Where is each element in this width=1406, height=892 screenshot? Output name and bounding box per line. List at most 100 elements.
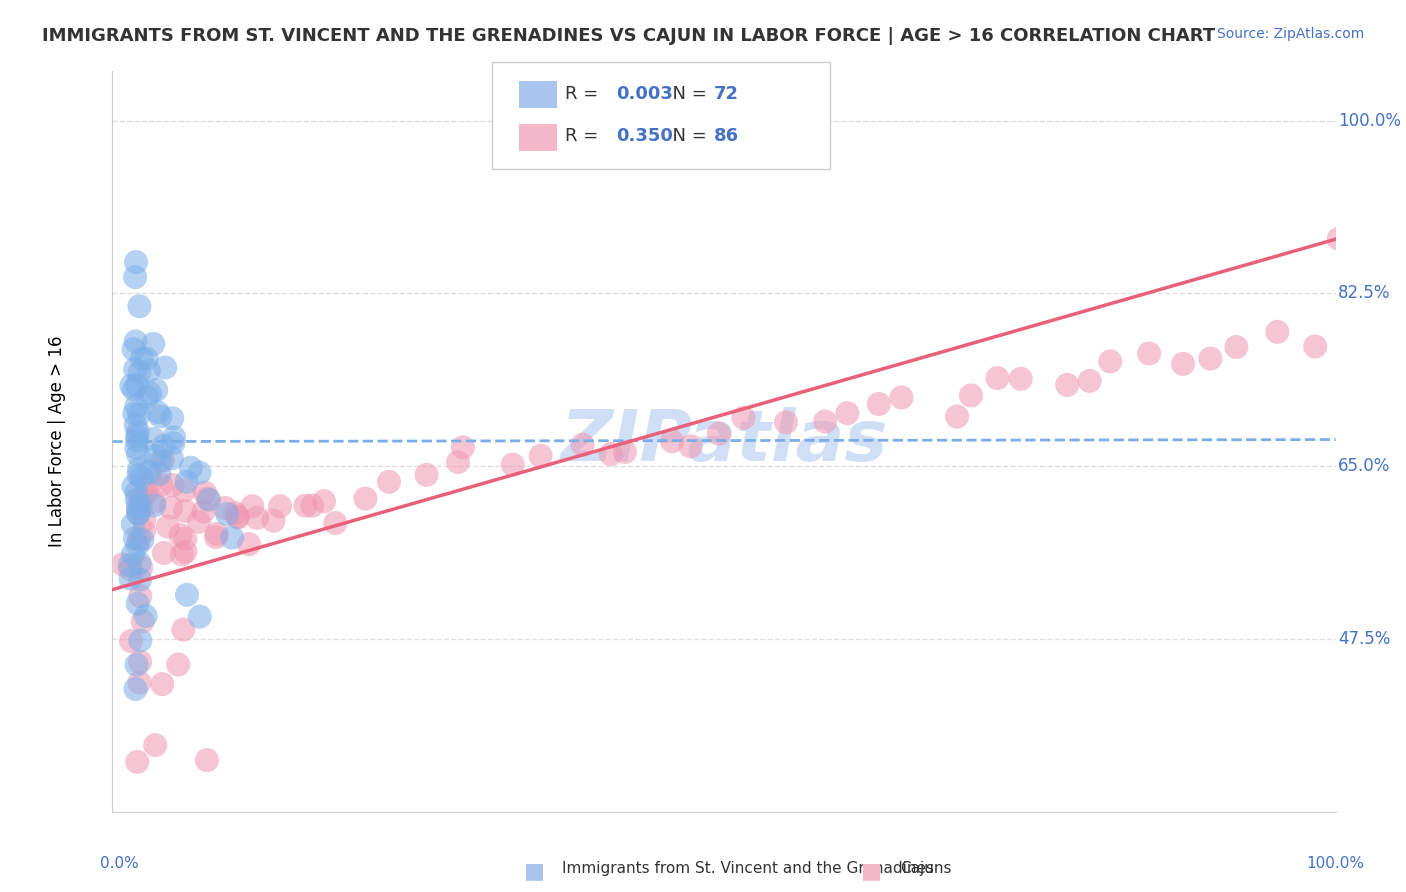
Point	[205, 530, 228, 544]
Point	[1056, 377, 1078, 392]
Point	[143, 449, 166, 463]
Point	[138, 465, 160, 479]
Point	[226, 509, 249, 524]
Point	[128, 533, 150, 547]
Point	[198, 492, 221, 507]
Point	[131, 560, 153, 574]
Point	[946, 409, 969, 424]
Point	[163, 430, 186, 444]
Point	[1303, 339, 1326, 353]
Point	[176, 475, 198, 489]
Point	[238, 537, 260, 551]
Point	[188, 609, 211, 624]
Text: ZIPatlas: ZIPatlas	[561, 407, 887, 476]
Point	[120, 572, 142, 586]
Point	[149, 409, 172, 424]
Point	[125, 657, 148, 672]
Point	[122, 547, 145, 561]
Point	[127, 597, 149, 611]
Point	[127, 755, 149, 769]
Point	[160, 451, 183, 466]
Point	[127, 447, 149, 461]
Point	[122, 479, 145, 493]
Text: R =: R =	[565, 85, 605, 103]
Point	[246, 511, 269, 525]
Point	[530, 449, 553, 463]
Point	[269, 500, 291, 514]
Point	[135, 486, 157, 500]
Point	[129, 633, 152, 648]
Point	[447, 455, 470, 469]
Point	[162, 478, 184, 492]
Point	[139, 386, 162, 401]
Point	[131, 533, 153, 547]
Point	[120, 562, 142, 576]
Text: 0.003: 0.003	[616, 85, 672, 103]
Point	[986, 371, 1008, 385]
Point	[205, 527, 228, 541]
Point	[131, 615, 153, 629]
Point	[124, 334, 146, 349]
Point	[188, 466, 211, 480]
Point	[124, 362, 146, 376]
Point	[174, 532, 197, 546]
Text: In Labor Force | Age > 16: In Labor Force | Age > 16	[48, 335, 66, 548]
Point	[162, 436, 184, 450]
Point	[240, 500, 263, 514]
Point	[128, 408, 150, 422]
Point	[226, 510, 249, 524]
Point	[143, 499, 166, 513]
Point	[262, 514, 284, 528]
Point	[814, 415, 837, 429]
Point	[128, 366, 150, 380]
Point	[153, 546, 176, 560]
Point	[155, 360, 177, 375]
Point	[124, 681, 146, 696]
Text: 100.0%: 100.0%	[1306, 856, 1365, 871]
Text: Immigrants from St. Vincent and the Grenadines: Immigrants from St. Vincent and the Gren…	[562, 861, 935, 876]
Point	[661, 434, 683, 449]
Point	[127, 506, 149, 520]
Point	[162, 411, 184, 425]
Point	[122, 343, 145, 357]
Point	[145, 383, 167, 397]
Point	[1265, 325, 1288, 339]
Point	[128, 299, 150, 313]
Text: 82.5%: 82.5%	[1339, 285, 1391, 302]
Point	[613, 445, 636, 459]
Point	[1078, 374, 1101, 388]
Text: 0.0%: 0.0%	[100, 856, 139, 871]
Point	[176, 588, 198, 602]
Point	[150, 677, 173, 691]
Point	[733, 410, 755, 425]
Point	[502, 458, 524, 472]
Point	[146, 405, 169, 419]
Point	[180, 460, 202, 475]
Point	[224, 506, 246, 520]
Point	[127, 503, 149, 517]
Point	[118, 558, 141, 573]
Point	[125, 485, 148, 500]
Point	[195, 753, 218, 767]
Text: 100.0%: 100.0%	[1339, 112, 1402, 129]
Point	[121, 517, 143, 532]
Point	[125, 418, 148, 433]
Point	[571, 438, 593, 452]
Point	[217, 507, 239, 521]
Point	[1327, 232, 1350, 246]
Point	[143, 738, 166, 752]
Point	[111, 558, 134, 572]
Point	[131, 470, 153, 484]
Point	[129, 655, 152, 669]
Point	[378, 475, 401, 489]
Point	[707, 426, 730, 441]
Point	[128, 507, 150, 521]
Point	[134, 513, 156, 527]
Text: 65.0%: 65.0%	[1339, 458, 1391, 475]
Point	[679, 439, 702, 453]
Point	[890, 391, 912, 405]
Point	[129, 573, 152, 587]
Point	[129, 500, 152, 514]
Point	[301, 499, 323, 513]
Point	[125, 430, 148, 444]
